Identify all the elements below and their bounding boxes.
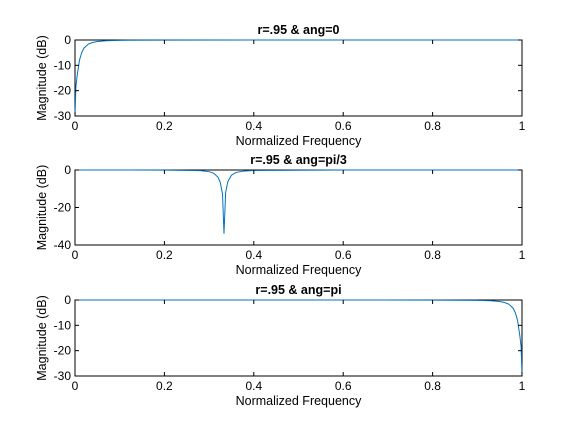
y-tick-label: -20: [54, 344, 72, 358]
y-tick-label: -30: [54, 369, 72, 383]
x-tick-label: 0.4: [245, 119, 262, 133]
subplot-title: r=.95 & ang=pi/3: [250, 153, 347, 167]
x-tick-label: 1: [519, 119, 526, 133]
y-tick-label: 0: [64, 163, 71, 177]
x-tick-label: 0.8: [424, 248, 441, 262]
subplot-1: 0 0.2 0.4 0.6 0.8 1 0 -10 -20 -30 r=.95 & ang=0 Nor…: [35, 23, 526, 148]
x-tick-label: 0: [72, 248, 79, 262]
x-tick-label: 0.4: [245, 379, 262, 393]
y-tick-label: -20: [54, 84, 72, 98]
x-tick-label: 0.2: [156, 119, 173, 133]
y-axis-label: Magnitude (dB): [35, 165, 49, 250]
y-axis-label: Magnitude (dB): [35, 35, 49, 120]
y-tick-label: -10: [54, 58, 72, 72]
magnitude-line: [75, 299, 523, 377]
axes-box: [74, 299, 523, 377]
x-tick-label: 0.6: [335, 248, 352, 262]
x-tick-label: 0: [72, 379, 79, 393]
x-axis-label: Normalized Frequency: [236, 263, 362, 277]
subplot-2: 0 0.2 0.4 0.6 0.8 1 0 -20 -40 r=.95 & ang=pi/3 Nor…: [35, 153, 526, 277]
magnitude-line: [74, 39, 522, 117]
axes-box: [74, 169, 523, 246]
subplot-3: 0 0.2 0.4 0.6 0.8 1 0 -10 -20 -30 r=.95 & ang=pi No…: [35, 283, 526, 408]
y-tick-label: -10: [54, 318, 72, 332]
subplot-title: r=.95 & ang=0: [258, 23, 340, 37]
x-tick-label: 0.8: [424, 379, 441, 393]
y-tick-label: 0: [64, 33, 71, 47]
x-axis-label: Normalized Frequency: [236, 394, 362, 408]
x-tick-label: 0.6: [335, 379, 352, 393]
axes-box: [74, 39, 523, 117]
x-tick-label: 0.4: [245, 248, 262, 262]
y-tick-label: -30: [54, 109, 72, 123]
x-axis-label: Normalized Frequency: [236, 134, 362, 148]
x-tick-label: 0.2: [156, 379, 173, 393]
y-tick-label: -20: [54, 201, 72, 215]
x-tick-label: 1: [519, 379, 526, 393]
subplot-title: r=.95 & ang=pi: [255, 283, 341, 297]
x-tick-label: 0.6: [335, 119, 352, 133]
y-tick-label: 0: [64, 293, 71, 307]
x-tick-label: 0.2: [156, 248, 173, 262]
x-tick-label: 0: [72, 119, 79, 133]
y-axis-label: Magnitude (dB): [35, 295, 49, 380]
x-tick-label: 0.8: [424, 119, 441, 133]
x-tick-label: 1: [519, 248, 526, 262]
y-tick-label: -40: [54, 238, 72, 252]
magnitude-line: [74, 169, 522, 234]
